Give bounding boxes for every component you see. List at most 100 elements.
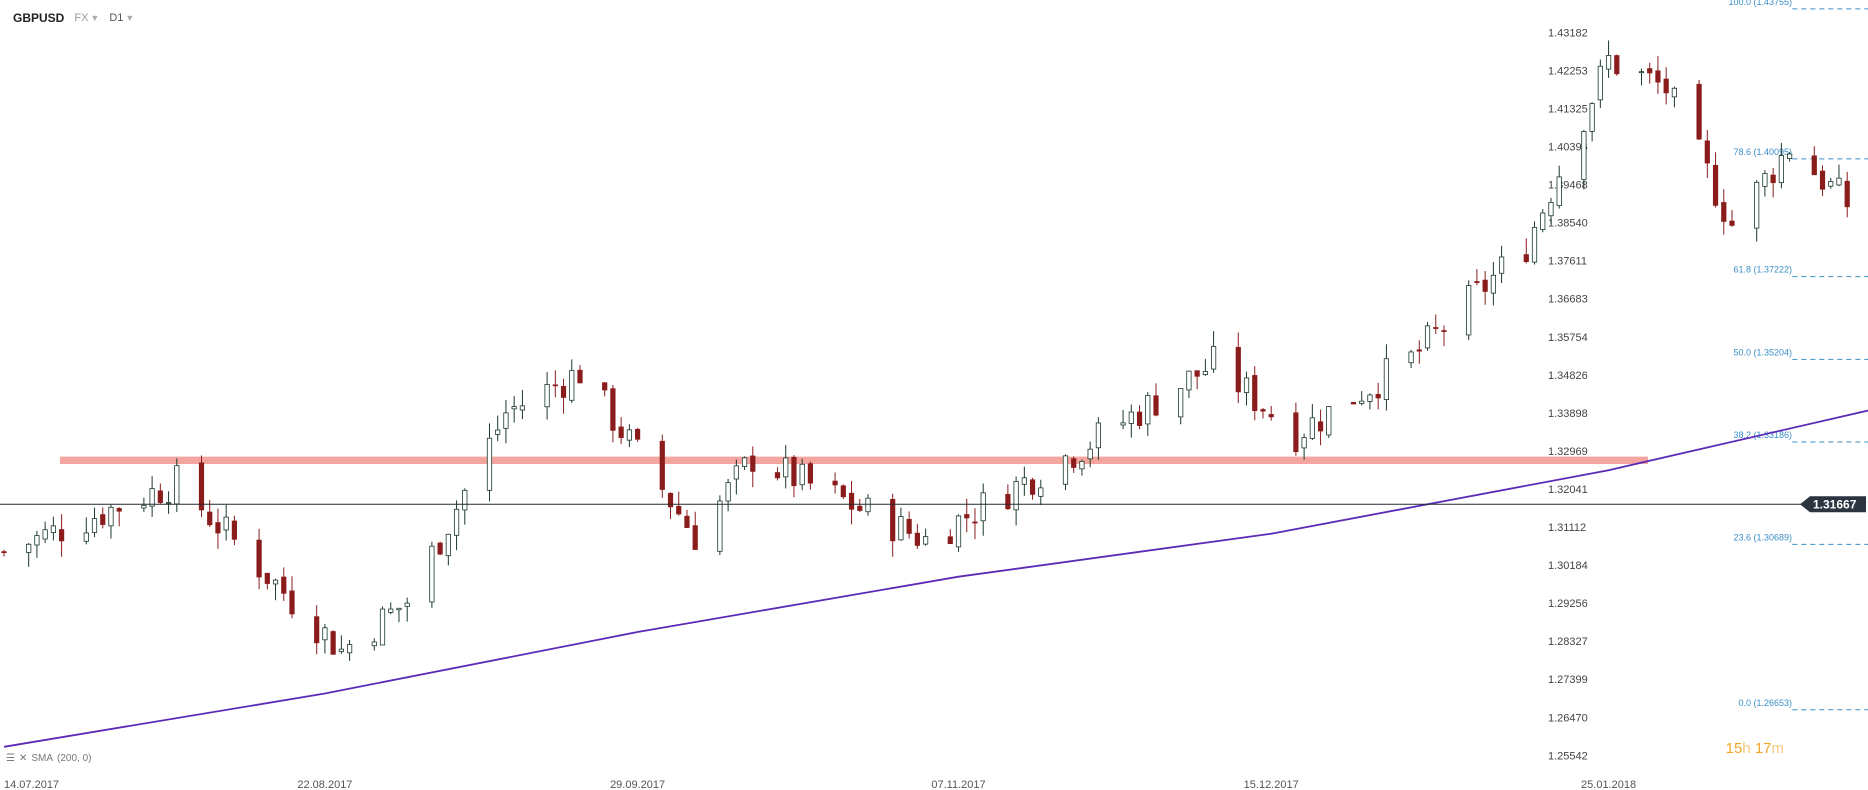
candle-body[interactable] <box>1712 164 1719 206</box>
candle-body[interactable] <box>1490 274 1496 294</box>
candle-body[interactable] <box>1071 458 1077 468</box>
candle-body[interactable] <box>141 504 147 509</box>
menu-icon[interactable]: ☰ <box>6 753 15 764</box>
candle-body[interactable] <box>281 576 287 594</box>
candle-body[interactable] <box>91 518 98 533</box>
candle-body[interactable] <box>914 532 920 546</box>
candle-body[interactable] <box>1013 480 1019 511</box>
candle-body[interactable] <box>429 545 435 603</box>
candle-body[interactable] <box>1326 406 1332 436</box>
candle-body[interactable] <box>1787 153 1793 160</box>
candle-body[interactable] <box>1235 346 1241 393</box>
candle-body[interactable] <box>495 429 501 435</box>
candle-body[interactable] <box>1836 177 1842 186</box>
candle-body[interactable] <box>1531 227 1538 263</box>
candle-body[interactable] <box>165 502 172 504</box>
candle-body[interactable] <box>980 492 986 522</box>
candle-body[interactable] <box>750 455 756 472</box>
candle-body[interactable] <box>1186 370 1192 391</box>
candle-body[interactable] <box>602 382 608 391</box>
candle-body[interactable] <box>1696 83 1702 140</box>
candle-body[interactable] <box>100 514 106 525</box>
candle-body[interactable] <box>215 522 221 534</box>
candle-body[interactable] <box>396 607 402 611</box>
candle-body[interactable] <box>544 384 550 408</box>
candle-body[interactable] <box>857 505 863 511</box>
candle-body[interactable] <box>1671 87 1677 98</box>
candle-body[interactable] <box>692 525 698 550</box>
indicator-legend[interactable]: ☰ ✕ SMA (200, 0) <box>6 753 92 764</box>
candle-body[interactable] <box>1721 202 1727 222</box>
candle-body[interactable] <box>1499 256 1505 274</box>
candle-body[interactable] <box>1038 487 1044 497</box>
candle-body[interactable] <box>437 542 443 555</box>
candle-body[interactable] <box>379 608 386 646</box>
candle-body[interactable] <box>1029 479 1036 495</box>
candle-body[interactable] <box>972 521 978 524</box>
candle-body[interactable] <box>1194 370 1200 377</box>
candle-body[interactable] <box>59 529 65 542</box>
candle-body[interactable] <box>26 543 32 553</box>
candle-body[interactable] <box>1828 181 1834 187</box>
candle-body[interactable] <box>314 616 320 644</box>
candle-body[interactable] <box>1153 395 1159 416</box>
candle-body[interactable] <box>1466 285 1472 336</box>
candle-body[interactable] <box>1021 477 1027 485</box>
candle-body[interactable] <box>1754 181 1760 229</box>
candle-body[interactable] <box>83 532 89 542</box>
candle-body[interactable] <box>256 539 262 578</box>
candle-body[interactable] <box>34 535 40 546</box>
candle-body[interactable] <box>560 386 567 398</box>
candle-body[interactable] <box>906 518 912 534</box>
market-selector[interactable]: FX ▼ <box>74 12 99 24</box>
candle-body[interactable] <box>445 533 451 557</box>
candle-body[interactable] <box>1408 351 1414 364</box>
close-icon[interactable]: ✕ <box>18 753 28 764</box>
candle-body[interactable] <box>1597 65 1603 101</box>
candle-body[interactable] <box>42 529 48 540</box>
candle-body[interactable] <box>1 551 7 554</box>
candle-body[interactable] <box>1581 131 1587 181</box>
candle-body[interactable] <box>1211 346 1217 370</box>
candle-body[interactable] <box>1202 371 1208 375</box>
candle-body[interactable] <box>330 631 336 655</box>
candle-body[interactable] <box>149 488 155 507</box>
candle-body[interactable] <box>840 485 846 498</box>
candle-body[interactable] <box>1317 421 1324 432</box>
candle-body[interactable] <box>1367 394 1373 402</box>
candle-body[interactable] <box>1729 220 1735 226</box>
candle-body[interactable] <box>1087 448 1093 460</box>
candle-body[interactable] <box>1441 330 1447 332</box>
candle-body[interactable] <box>832 480 838 486</box>
candle-body[interactable] <box>1136 411 1143 426</box>
candle-body[interactable] <box>1416 349 1422 352</box>
timeframe-selector[interactable]: D1 ▼ <box>109 12 134 24</box>
candle-body[interactable] <box>1778 155 1784 183</box>
candle-body[interactable] <box>923 536 929 545</box>
candle-body[interactable] <box>1293 412 1299 452</box>
candle-body[interactable] <box>371 641 377 647</box>
candle-body[interactable] <box>1260 409 1266 412</box>
sma-line[interactable] <box>3 290 1868 748</box>
candle-body[interactable] <box>1523 254 1529 263</box>
candle-body[interactable] <box>1811 155 1817 176</box>
candle-body[interactable] <box>1095 422 1101 449</box>
candle-body[interactable] <box>1762 173 1768 187</box>
candle-body[interactable] <box>676 506 682 515</box>
candle-body[interactable] <box>157 490 163 503</box>
candle-body[interactable] <box>1243 377 1250 393</box>
candle-body[interactable] <box>552 384 558 387</box>
candle-body[interactable] <box>289 590 295 615</box>
candle-body[interactable] <box>1819 170 1826 190</box>
candle-body[interactable] <box>848 492 855 510</box>
candle-body[interactable] <box>1350 402 1357 405</box>
candle-body[interactable] <box>1145 395 1151 425</box>
candle-body[interactable] <box>1770 174 1776 184</box>
candle-body[interactable] <box>1433 327 1439 329</box>
candle-body[interactable] <box>1548 201 1554 217</box>
candle-body[interactable] <box>1120 422 1126 426</box>
candle-body[interactable] <box>635 428 641 440</box>
candle-body[interactable] <box>453 508 460 536</box>
candle-body[interactable] <box>1062 455 1069 485</box>
